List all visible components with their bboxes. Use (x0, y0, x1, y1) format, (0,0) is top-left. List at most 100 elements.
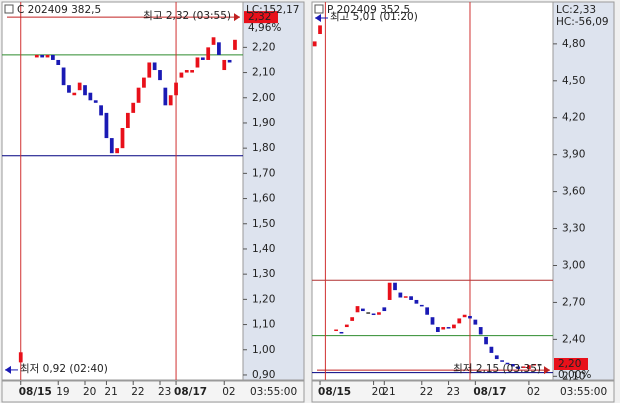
candle (45, 54, 50, 58)
candle (227, 59, 232, 63)
candle (136, 87, 141, 103)
candle (152, 62, 157, 71)
candle (441, 327, 446, 330)
candle (521, 366, 526, 368)
candle (505, 362, 510, 365)
candle (387, 282, 392, 300)
candle (72, 92, 77, 96)
y-tick-label: 4,80 (562, 38, 585, 50)
y-tick-label: 2,70 (562, 296, 585, 308)
candle (120, 128, 125, 149)
candle (516, 366, 521, 369)
candle (393, 282, 397, 291)
candle (457, 318, 462, 324)
y-tick-label: 2,10 (562, 370, 585, 382)
y-tick-label: 1,60 (252, 193, 275, 205)
candle (222, 59, 227, 71)
annotation: 최저 0,92 (02:40) (20, 363, 108, 375)
y-tick-label: 3,90 (562, 149, 585, 161)
candle (115, 148, 120, 154)
x-tick-label: 22 (420, 386, 433, 398)
y-tick-label: 1,30 (252, 268, 275, 280)
candle (419, 304, 424, 307)
y-tick-label: 3,00 (562, 259, 585, 271)
candle (452, 324, 456, 329)
candle (200, 57, 205, 60)
candle (403, 296, 408, 298)
candle (350, 317, 355, 321)
candle (158, 70, 162, 81)
price-axis (242, 1, 305, 381)
y-tick-label: 1,50 (252, 218, 275, 230)
candle (446, 327, 451, 329)
time-label: 03:55:00 (560, 386, 607, 398)
candle (163, 87, 168, 106)
candle (344, 324, 349, 328)
candle (77, 82, 82, 91)
candle (537, 363, 542, 366)
candle (478, 327, 483, 335)
candle (334, 329, 338, 332)
lc-label: LC:2,33 (556, 4, 596, 16)
candle (109, 138, 114, 154)
last-price-box (244, 11, 278, 24)
arrow-head (315, 14, 321, 23)
candle (414, 299, 419, 304)
last-price-box (554, 357, 588, 370)
time-axis (1, 380, 305, 403)
x-tick-label: 02 (527, 386, 540, 398)
y-tick-label: 2,40 (562, 333, 585, 345)
arrow-head (234, 13, 240, 22)
change: 0,00% (558, 369, 591, 381)
candle (500, 360, 504, 362)
x-tick-label: 20 (83, 386, 96, 398)
candle (34, 54, 39, 58)
candle (312, 41, 317, 47)
candle (131, 102, 136, 113)
x-tick-label: 08/17 (473, 386, 506, 398)
candle (468, 315, 472, 319)
candle (377, 312, 381, 315)
x-tick-label: 21 (382, 386, 395, 398)
candle (366, 312, 371, 314)
arrow-head (5, 365, 11, 374)
candle (56, 59, 61, 65)
candle (217, 42, 221, 55)
y-tick-label: 1,20 (252, 293, 275, 305)
x-tick-label: 20 (372, 386, 385, 398)
time-label: 03:55:00 (250, 386, 297, 398)
candle (355, 306, 360, 313)
candle (125, 112, 130, 128)
candle (168, 95, 173, 106)
y-tick-label: 3,60 (562, 186, 585, 198)
x-tick-label: 08/15 (318, 386, 351, 398)
candle (371, 313, 376, 316)
x-tick-label: 08/17 (174, 386, 207, 398)
x-tick-label: 02 (222, 386, 235, 398)
y-tick-label: 1,10 (252, 319, 275, 331)
change: 4,96% (248, 22, 281, 34)
candle (174, 82, 178, 96)
candle (179, 72, 184, 78)
y-tick-label: 1,40 (252, 243, 275, 255)
candle (99, 105, 103, 116)
candle (88, 92, 93, 101)
candle (398, 292, 403, 298)
annotation: 최고 2,32 (03:55) (143, 10, 231, 22)
candle (462, 314, 467, 318)
y-tick-label: 2,10 (252, 67, 275, 79)
x-tick-label: 23 (447, 386, 460, 398)
arrow-head (544, 366, 550, 375)
candle (532, 363, 537, 366)
y-tick-label: 1,70 (252, 167, 275, 179)
y-tick-label: 1,90 (252, 117, 275, 129)
x-tick-label: 22 (131, 386, 144, 398)
y-tick-label: 3,30 (562, 223, 585, 235)
candle (425, 307, 430, 315)
y-tick-label: 2,20 (252, 41, 275, 53)
candle (489, 346, 494, 353)
y-tick-label: 2,00 (252, 92, 275, 104)
candle (361, 308, 365, 312)
chart-title: P 202409 352,5 (327, 4, 410, 16)
